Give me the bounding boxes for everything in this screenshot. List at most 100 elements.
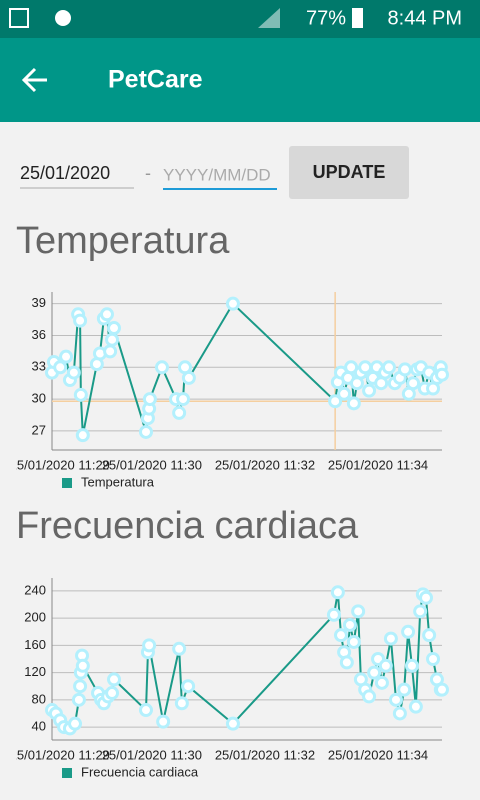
x-tick-label: 25/01/2020 11:34 [328,747,428,762]
data-point [339,655,354,670]
y-tick-label: 80 [32,691,46,706]
data-point [383,631,398,646]
data-point [367,665,382,680]
data-point [397,362,412,377]
data-point [73,679,88,694]
x-tick-label: 25/01/2020 11:34 [328,457,428,472]
data-point [328,394,343,409]
data-point [326,607,341,622]
data-point [426,652,441,666]
data-point [142,638,157,653]
back-button[interactable] [21,67,47,93]
data-point [71,692,86,707]
end-date[interactable]: YYYY/MM/DD [163,165,271,184]
data-point [73,313,88,328]
data-point [362,689,377,704]
data-point [99,307,114,322]
battery-text: 77% [306,7,346,29]
data-point [358,360,373,375]
data-point [172,405,187,420]
data-point [107,672,122,687]
battery-icon [352,8,363,28]
update-button[interactable] [289,146,409,199]
status-icon [55,10,71,26]
data-point [68,716,83,731]
data-point [225,716,240,731]
y-tick-label: 33 [32,359,46,374]
legend-swatch [62,768,72,778]
y-tick-label: 30 [32,391,46,406]
x-tick-label: 25/01/2020 11:30 [102,747,202,762]
chart-heading: Frecuencia cardiaca [16,505,359,547]
data-point [181,679,196,694]
status-bar [0,0,480,38]
x-tick-label: 25/01/2020 11:29 [10,457,110,472]
data-point [346,396,361,411]
y-tick-label: 27 [32,422,46,437]
data-point [401,624,416,639]
y-tick-label: 160 [24,637,46,652]
legend-swatch [62,478,72,488]
y-tick-label: 120 [24,664,46,679]
x-tick-label: 25/01/2020 11:32 [215,747,315,762]
data-point [66,365,81,380]
data-point [346,634,361,649]
data-point [388,692,403,707]
data-point [53,360,68,375]
data-point [107,321,122,336]
app-bar [0,38,480,122]
data-point [330,585,345,600]
data-point [408,699,423,714]
data-point [422,628,437,643]
data-point [342,617,357,632]
data-point [59,349,74,364]
data-point [413,604,428,619]
signal-icon [258,8,280,28]
data-point [75,428,90,443]
clock: 8:44 PM [388,7,462,29]
data-point [105,686,120,701]
separator: - [145,163,151,183]
x-tick-label: 25/01/2020 11:30 [102,457,202,472]
legend-label: Temperatura [81,474,155,489]
data-point [138,703,153,718]
data-point [351,604,366,619]
data-point [397,682,412,697]
data-point [75,658,90,673]
app-title: PetCare [108,66,203,94]
data-point [435,367,449,382]
x-tick-label: 25/01/2020 11:32 [215,457,315,472]
y-tick-label: 240 [24,582,46,597]
y-tick-label: 200 [24,610,46,625]
data-point [103,344,118,359]
data-point [435,682,449,697]
data-point [181,370,196,385]
y-tick-label: 39 [32,295,46,310]
data-point [176,392,191,407]
data-point [374,675,389,690]
data-point [378,658,393,673]
data-point [404,658,419,673]
data-point [406,376,421,391]
legend-label: Frecuencia cardiaca [81,764,199,779]
data-point [337,386,352,401]
data-point [172,641,187,656]
data-point [362,383,377,398]
data-point [73,387,88,402]
data-point [138,424,153,439]
data-point [174,696,189,711]
data-point [154,360,169,375]
data-point [225,296,240,311]
y-tick-label: 36 [32,327,46,342]
start-date[interactable]: 25/01/2020 [20,163,110,183]
data-point [333,628,348,643]
data-point [381,360,396,375]
data-point [392,706,407,721]
x-tick-label: 25/01/2020 11:29 [10,747,110,762]
y-tick-label: 40 [32,719,46,734]
data-point [156,714,171,729]
